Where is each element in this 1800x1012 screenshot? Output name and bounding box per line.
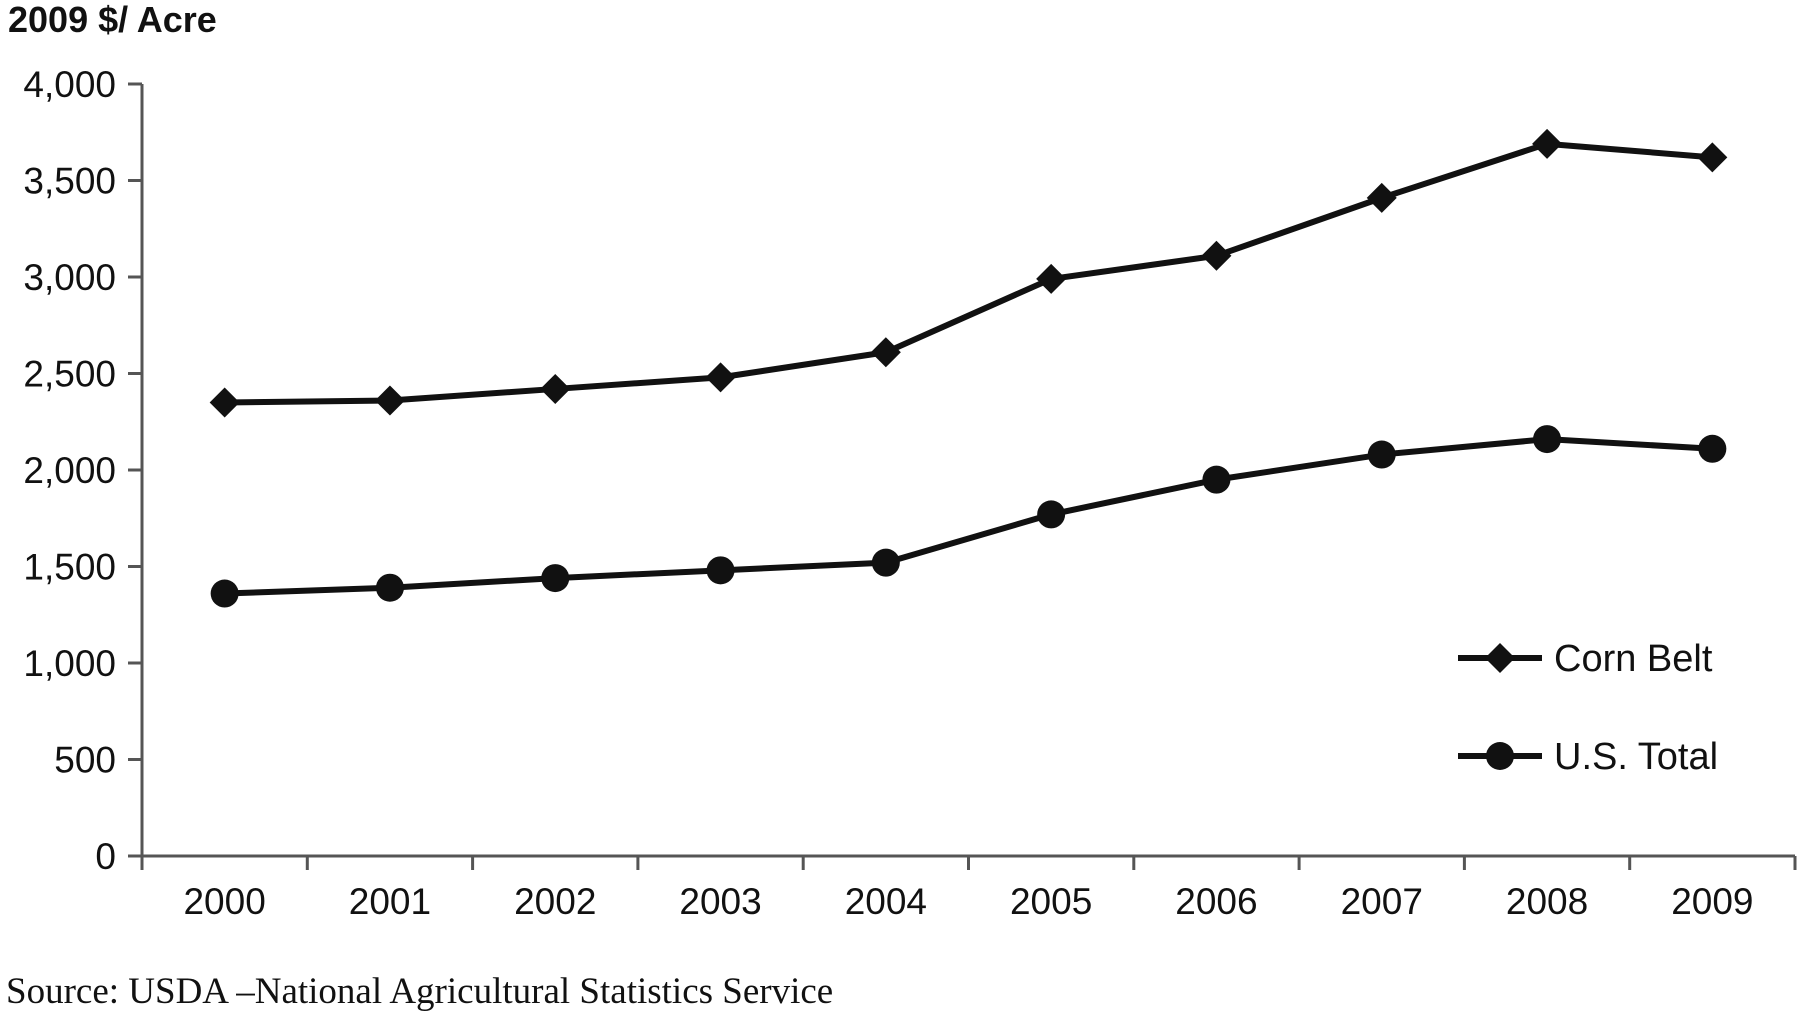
circle-data-point xyxy=(1533,425,1562,454)
series-1 xyxy=(210,425,1727,608)
y-tick-label: 1,000 xyxy=(23,643,116,684)
y-tick-label: 0 xyxy=(95,836,116,877)
y-tick-label: 1,500 xyxy=(23,547,116,588)
x-tick-label: 2005 xyxy=(1010,881,1092,922)
diamond-data-point xyxy=(1532,128,1563,159)
diamond-data-point xyxy=(870,337,901,368)
x-tick-label: 2007 xyxy=(1341,881,1423,922)
x-tick-label: 2009 xyxy=(1671,881,1753,922)
x-tick-label: 2003 xyxy=(679,881,761,922)
circle-data-point xyxy=(210,579,239,608)
series-0 xyxy=(209,128,1728,418)
legend: Corn Belt U.S. Total xyxy=(1458,638,1718,778)
y-tick-label: 3,500 xyxy=(23,161,116,202)
series-group xyxy=(209,128,1728,608)
diamond-data-point xyxy=(374,385,405,416)
diamond-data-point xyxy=(705,362,736,393)
x-tick-label: 2000 xyxy=(183,881,265,922)
legend-marker xyxy=(1485,643,1515,673)
diamond-data-point xyxy=(1366,182,1397,213)
y-axis-title: 2009 $/ Acre xyxy=(8,0,217,40)
series-line xyxy=(224,140,1713,406)
circle-data-point xyxy=(1698,434,1727,463)
x-tick-label: 2004 xyxy=(845,881,927,922)
legend-label: Corn Belt xyxy=(1554,638,1713,680)
legend-label: U.S. Total xyxy=(1554,736,1718,778)
diamond-data-point xyxy=(1036,263,1067,294)
x-axis-ticks: 2000 2001 2002 2003 2004 2005 2006 2007 2008 2009 xyxy=(140,856,1797,922)
diamond-data-point xyxy=(1697,142,1728,173)
y-tick-label: 500 xyxy=(54,740,116,781)
y-tick-label: 4,000 xyxy=(23,64,116,105)
circle-data-point xyxy=(1202,465,1231,494)
circle-data-point xyxy=(541,564,570,593)
x-tick-label: 2006 xyxy=(1175,881,1257,922)
y-tick-label: 2,000 xyxy=(23,450,116,491)
source-note: Source: USDA –National Agricultural Stat… xyxy=(6,971,833,1012)
circle-data-point xyxy=(375,573,404,602)
axes xyxy=(140,84,1795,858)
y-tick-label: 3,000 xyxy=(23,257,116,298)
diamond-data-point xyxy=(540,373,571,404)
circle-data-point xyxy=(1367,440,1396,469)
diamond-data-point xyxy=(209,387,240,418)
y-tick-label: 2,500 xyxy=(23,354,116,395)
x-tick-label: 2008 xyxy=(1506,881,1588,922)
circle-data-point xyxy=(706,556,735,585)
y-axis-ticks: 0 500 1,000 1,500 2,000 2,500 3,000 3,500 4,000 xyxy=(23,64,142,877)
x-tick-label: 2002 xyxy=(514,881,596,922)
circle-data-point xyxy=(871,548,900,577)
x-tick-label: 2001 xyxy=(349,881,431,922)
series-line xyxy=(224,436,1713,597)
circle-data-point xyxy=(1037,500,1066,529)
legend-marker xyxy=(1486,742,1514,770)
diamond-data-point xyxy=(1201,240,1232,271)
